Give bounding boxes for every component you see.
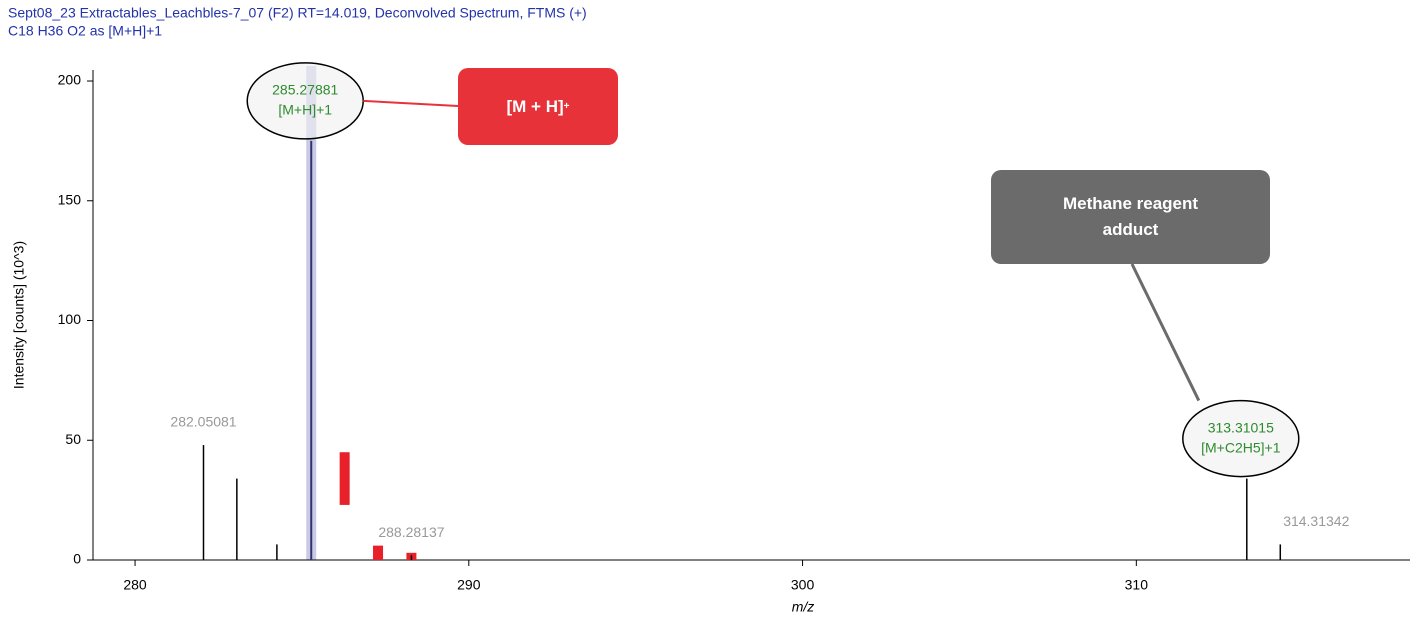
y-tick-label: 50 xyxy=(65,431,81,447)
y-tick-label: 0 xyxy=(73,551,81,567)
theoretical-bar xyxy=(373,545,384,560)
theoretical-bar xyxy=(339,452,350,505)
y-tick-label: 150 xyxy=(58,191,82,207)
x-tick-label: 290 xyxy=(457,577,481,593)
callout-sup: + xyxy=(563,100,570,112)
ion-label: [M+C2H5]+1 xyxy=(1201,439,1281,455)
callout: [M + H] + xyxy=(458,68,618,145)
peak-label: 314.31342 xyxy=(1283,513,1349,529)
y-axis-label: Intensity [counts] (10^3) xyxy=(11,241,27,389)
chart-subtitle: C18 H36 O2 as [M+H]+1 xyxy=(8,23,162,39)
peak-label: 285.27881 xyxy=(272,82,338,98)
annotation-circle xyxy=(1182,399,1300,478)
callout-text: [M + H] xyxy=(506,96,564,116)
callout-text: Methane reagent adduct xyxy=(1062,194,1199,239)
callout-leader xyxy=(1130,263,1201,402)
chart-title: Sept08_23 Extractables_Leachbles-7_07 (F… xyxy=(8,5,587,21)
callout: Methane reagent adduct xyxy=(991,170,1270,264)
x-tick-label: 280 xyxy=(123,577,147,593)
peak-label: 313.31015 xyxy=(1208,419,1274,435)
x-axis-label: m/z xyxy=(792,599,815,615)
callout-leader xyxy=(363,99,459,107)
x-tick-label: 300 xyxy=(791,577,815,593)
y-tick-label: 100 xyxy=(58,311,82,327)
peak-label: 282.05081 xyxy=(170,414,236,430)
x-tick-label: 310 xyxy=(1125,577,1149,593)
y-tick-label: 200 xyxy=(58,72,82,88)
ion-label: [M+H]+1 xyxy=(278,102,332,118)
peak-label: 288.28137 xyxy=(378,524,444,540)
